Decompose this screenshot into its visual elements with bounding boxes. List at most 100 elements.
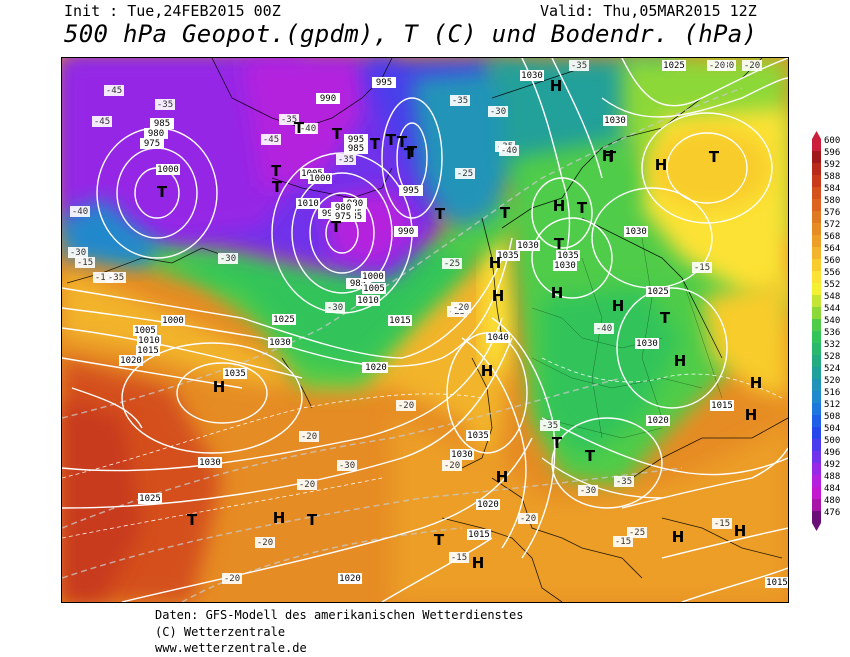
pressure-label-text: 995 (403, 186, 419, 196)
temperature-label: -45 (104, 85, 124, 96)
pressure-label: 1000 (156, 164, 180, 175)
pressure-label: 985 (344, 143, 368, 154)
pressure-label-text: 985 (154, 119, 170, 129)
temperature-label: -20 (299, 431, 319, 442)
colorbar-swatch (812, 295, 821, 307)
map-canvas: -35-30-45-45-35-40-45-35-40-35-35-30-25-… (62, 58, 788, 602)
temperature-label-text: -20 (709, 61, 725, 71)
colorbar-label: 536 (824, 328, 840, 338)
pressure-label-text: 1035 (557, 251, 579, 261)
temperature-label: -15 (75, 257, 95, 268)
high-pressure-marker: H (612, 297, 625, 315)
temperature-label-text: -45 (263, 135, 279, 145)
pressure-label: 1030 (603, 115, 627, 126)
temperature-label-text: -20 (444, 461, 460, 471)
colorbar-label: 516 (824, 388, 840, 398)
map-title: 500 hPa Geopot.(gpdm), T (C) und Bodendr… (64, 20, 758, 48)
colorbar-swatch (812, 427, 821, 439)
colorbar-swatch (812, 259, 821, 271)
temperature-label: -40 (70, 206, 90, 217)
pressure-label-text: 1035 (497, 251, 519, 261)
colorbar-swatch (812, 235, 821, 247)
pressure-label: 975 (140, 138, 164, 149)
temperature-label: -35 (614, 476, 634, 487)
colorbar-legend: 600 596 592 588 584 580 576 572 568 564 560 556 552 5… (810, 131, 850, 531)
pressure-label: 1030 (198, 457, 222, 468)
temperature-label-text: -20 (744, 61, 760, 71)
pressure-label-text: 990 (398, 227, 414, 237)
temperature-label-text: -30 (327, 303, 343, 313)
temperature-label: -35 (155, 99, 175, 110)
temperature-label-text: -30 (490, 107, 506, 117)
temperature-label-text: -15 (615, 537, 631, 547)
colorbar-label: 556 (824, 268, 840, 278)
temperature-label: -30 (337, 460, 357, 471)
colorbar-label: 568 (824, 232, 840, 242)
pressure-label-text: 1010 (357, 296, 379, 306)
temperature-label: -35 (336, 154, 356, 165)
low-pressure-marker: T (552, 434, 563, 452)
high-pressure-marker: H (472, 554, 485, 572)
temperature-label-text: -30 (220, 254, 236, 264)
colorbar-label: 600 (824, 136, 840, 146)
colorbar-swatch (812, 475, 821, 487)
colorbar-label: 596 (824, 148, 840, 158)
temperature-label: -20 (442, 460, 462, 471)
temperature-label: -35 (569, 60, 589, 71)
colorbar-swatch (812, 223, 821, 235)
pressure-label-text: 995 (348, 135, 364, 145)
pressure-label: 1030 (553, 260, 577, 271)
temperature-label: -20 (451, 302, 471, 313)
low-pressure-marker: T (435, 205, 446, 223)
temperature-label: -15 (449, 552, 469, 563)
pressure-label-text: 1000 (157, 165, 179, 175)
low-pressure-marker: T (404, 145, 415, 163)
colorbar-swatch (812, 355, 821, 367)
colorbar-swatch (812, 379, 821, 391)
temperature-label-text: -45 (94, 117, 110, 127)
pressure-label: 980 (144, 128, 168, 139)
pressure-label: 985 (346, 278, 370, 289)
pressure-label-text: 980 (148, 129, 164, 139)
pressure-label: 990 (394, 226, 418, 237)
pressure-label-text: 1020 (477, 500, 499, 510)
high-pressure-marker: H (496, 468, 509, 486)
pressure-label-text: 1025 (139, 494, 161, 504)
pressure-label-text: 990 (322, 209, 338, 219)
colorbar-swatch (812, 463, 821, 475)
pressure-label: 1025 (138, 493, 162, 504)
pressure-label-text: 1000 (162, 316, 184, 326)
high-pressure-marker: H (602, 147, 615, 165)
colorbar-label: 588 (824, 172, 840, 182)
pressure-label: 1000 (161, 315, 185, 326)
temperature-label: -15 (613, 536, 633, 547)
colorbar-swatch (812, 403, 821, 415)
temperature-label-text: -35 (542, 421, 558, 431)
pressure-label-text: 1020 (365, 363, 387, 373)
temperature-label: -20 (742, 60, 762, 71)
pressure-label: 975 (331, 211, 355, 222)
pressure-label: 985 (150, 118, 174, 129)
high-pressure-marker: H (273, 509, 286, 527)
temperature-label: -20 (297, 479, 317, 490)
colorbar-swatch (812, 343, 821, 355)
temperature-label-text: -20 (398, 401, 414, 411)
footer-copyright: (C) Wetterzentrale (155, 625, 286, 639)
pressure-label: 995 (344, 134, 368, 145)
colorbar-label: 540 (824, 316, 840, 326)
temperature-label-text: -15 (694, 263, 710, 273)
temperature-label-text: -35 (338, 155, 354, 165)
colorbar-label: 552 (824, 280, 840, 290)
low-pressure-marker: T (331, 218, 342, 236)
pressure-label-text: 975 (144, 139, 160, 149)
low-pressure-marker: T (307, 511, 318, 529)
pressure-label-text: 1035 (224, 369, 246, 379)
colorbar-label: 488 (824, 472, 840, 482)
pressure-label-text: 1025 (273, 315, 295, 325)
colorbar-swatch (812, 331, 821, 343)
pressure-label: 1000 (308, 173, 332, 184)
pressure-label: 1005 (362, 283, 386, 294)
colorbar-label: 476 (824, 508, 840, 518)
pressure-label-text: 985 (348, 144, 364, 154)
